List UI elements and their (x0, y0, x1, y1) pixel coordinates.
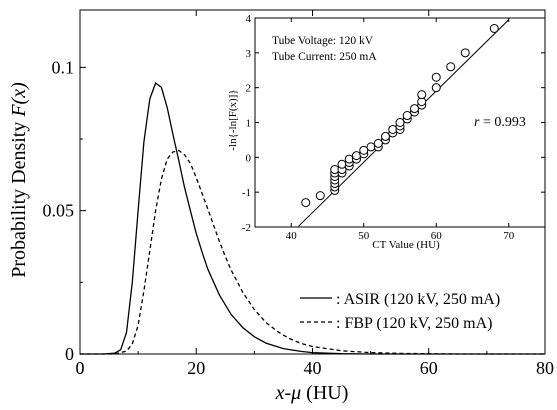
legend-label-asir: : ASIR (120 kV, 250 mA) (336, 291, 500, 308)
main-x-tick-label: 20 (187, 358, 205, 378)
inset-data-point (489, 23, 499, 33)
inset-data-point (431, 83, 441, 93)
main-y-tick-label: 0.1 (52, 57, 75, 77)
inset-data-point (410, 104, 419, 114)
inset-data-point (446, 62, 456, 72)
inset-y-tick-label: 3 (246, 48, 252, 60)
inset-annotation-current: Tube Current: 250 mA (272, 51, 377, 63)
inset-y-tick-label: -1 (242, 187, 251, 199)
inset-y-axis-title: -ln{-ln[F(x)]} (227, 89, 239, 150)
inset-r-value: r = 0.993 (474, 115, 526, 130)
main-y-tick-label: 0 (65, 344, 74, 364)
inset-data-point (315, 191, 325, 201)
inset-data-point (301, 198, 311, 208)
inset-x-tick-label: 40 (286, 230, 298, 242)
inset-data-point (352, 151, 361, 161)
main-x-tick-label: 60 (420, 358, 438, 378)
main-y-tick-label: 0.05 (43, 201, 75, 221)
inset-y-tick-label: 2 (246, 83, 252, 95)
inset-data-point (431, 72, 441, 82)
inset-data-point (417, 90, 427, 100)
inset-data-point (395, 118, 405, 127)
inset-y-tick-label: -2 (242, 222, 251, 234)
main-x-axis-title: x-μ (HU) (275, 382, 349, 404)
inset-annotation-voltage: Tube Voltage: 120 kV (272, 35, 374, 47)
main-x-axis-title-var: x-μ (275, 382, 302, 404)
main-x-tick-label: 0 (76, 358, 85, 378)
inset-r-number: = 0.993 (483, 115, 526, 130)
inset-data-point (402, 111, 412, 121)
inset-x-axis-title: CT Value (HU) (372, 239, 440, 251)
inset-data-point (373, 138, 383, 148)
series-line-asir (80, 82, 545, 355)
main-y-axis-title-text: Probability Density (8, 117, 30, 278)
inset-r-symbol: r (474, 115, 480, 130)
legend: : ASIR (120 kV, 250 mA) : FBP (120 kV, 2… (300, 291, 500, 332)
main-x-tick-label: 80 (536, 358, 554, 378)
inset-y-tick-label: 1 (246, 118, 252, 130)
inset-data-point (337, 159, 347, 169)
inset-data-point (460, 48, 470, 58)
inset-x-tick-label: 60 (431, 230, 443, 242)
inset-data-point (381, 131, 390, 141)
legend-label-fbp: : FBP (120 kV, 250 mA) (336, 315, 492, 332)
main-x-tick-label: 40 (304, 358, 322, 378)
main-y-axis-title: Probability Density F(x) (8, 82, 30, 278)
inset-y-tick-label: 4 (246, 13, 252, 25)
main-y-axis-title-var: F(x) (8, 82, 30, 118)
inset-x-tick-label: 50 (358, 230, 370, 242)
inset-data-point (359, 145, 369, 155)
inset-x-tick-label: 70 (503, 230, 515, 242)
inset-y-tick-label: 0 (246, 152, 252, 164)
main-x-axis-title-unit: (HU) (301, 382, 348, 404)
